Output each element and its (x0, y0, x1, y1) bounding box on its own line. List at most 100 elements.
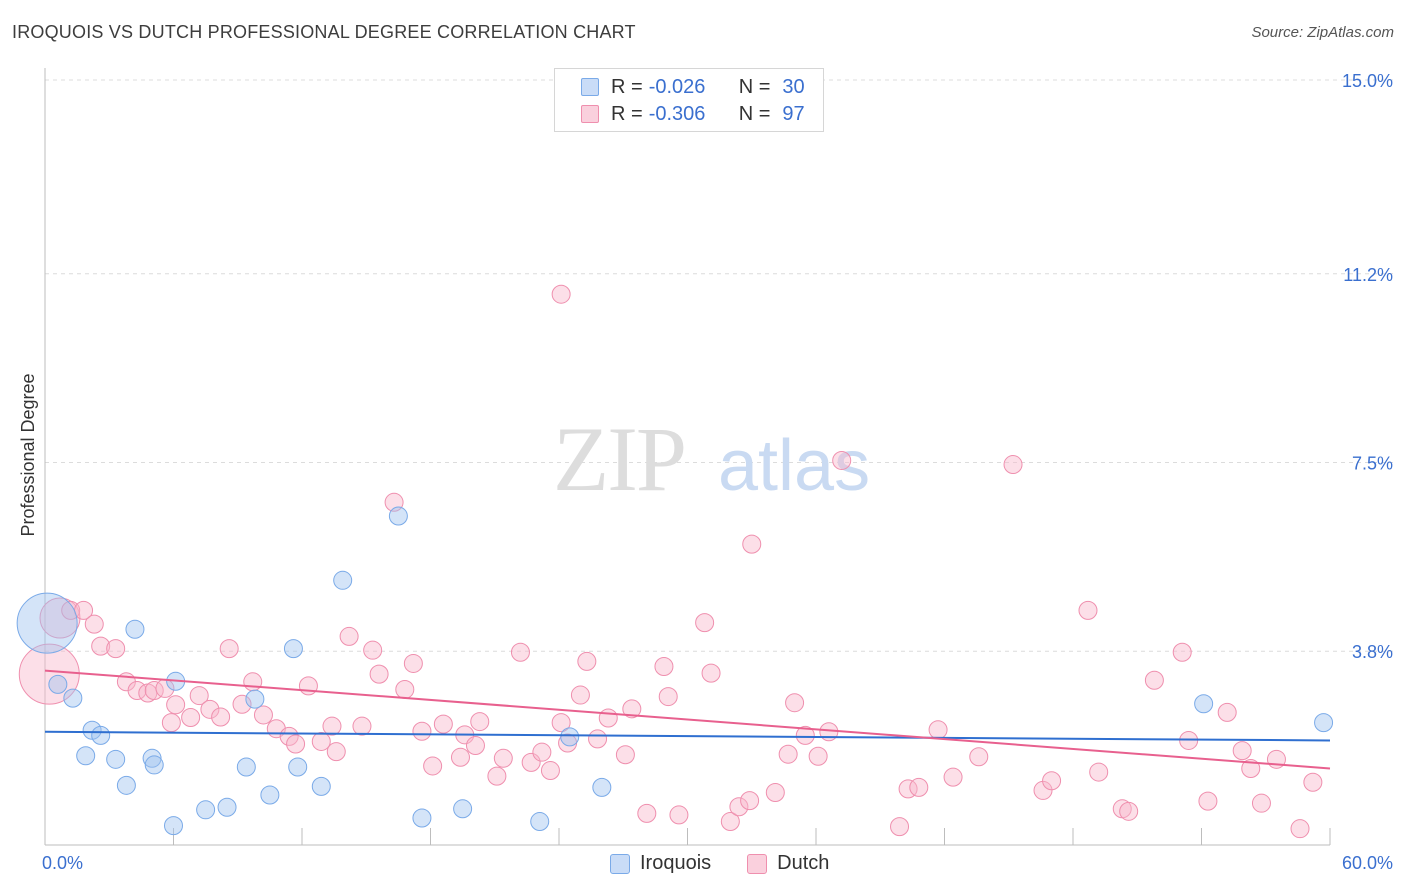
point-dutch[interactable] (1198, 791, 1218, 811)
point-dutch[interactable] (1144, 670, 1164, 690)
point-iroquois[interactable] (560, 727, 580, 747)
point-dutch[interactable] (181, 708, 201, 727)
point-dutch[interactable] (532, 742, 552, 762)
point-iroquois[interactable] (116, 775, 136, 795)
point-dutch[interactable] (1089, 762, 1109, 782)
point-dutch[interactable] (1172, 642, 1192, 662)
point-dutch[interactable] (928, 720, 948, 740)
point-iroquois[interactable] (288, 757, 308, 777)
point-iroquois[interactable] (144, 755, 164, 775)
point-dutch[interactable] (232, 694, 252, 714)
point-dutch[interactable] (106, 639, 126, 659)
point-iroquois[interactable] (196, 800, 216, 820)
point-iroquois[interactable] (76, 746, 96, 766)
point-dutch[interactable] (253, 705, 273, 725)
point-dutch[interactable] (785, 693, 805, 713)
point-dutch[interactable] (326, 742, 346, 762)
point-dutch[interactable] (890, 817, 910, 837)
point-dutch[interactable] (1119, 801, 1139, 821)
point-iroquois[interactable] (412, 808, 432, 828)
point-dutch[interactable] (1003, 455, 1023, 475)
point-dutch[interactable] (658, 687, 678, 707)
point-iroquois[interactable] (106, 749, 126, 769)
point-dutch[interactable] (493, 748, 513, 768)
point-dutch[interactable] (450, 747, 470, 767)
point-iroquois[interactable] (1194, 694, 1214, 714)
point-iroquois[interactable] (48, 674, 68, 694)
point-dutch[interactable] (200, 699, 220, 719)
point-dutch[interactable] (795, 725, 815, 745)
point-dutch[interactable] (729, 797, 749, 817)
point-dutch[interactable] (243, 672, 263, 692)
point-dutch[interactable] (1251, 793, 1271, 813)
point-dutch[interactable] (551, 713, 571, 733)
point-dutch[interactable] (395, 679, 415, 699)
point-dutch[interactable] (1241, 759, 1261, 778)
point-iroquois[interactable] (164, 816, 183, 836)
point-iroquois[interactable] (63, 688, 83, 708)
point-iroquois[interactable] (530, 812, 550, 832)
point-dutch[interactable] (615, 745, 635, 765)
point-dutch[interactable] (695, 613, 715, 633)
point-iroquois[interactable] (333, 570, 353, 590)
point-dutch[interactable] (91, 636, 111, 656)
point-dutch[interactable] (637, 803, 657, 823)
point-dutch[interactable] (669, 805, 689, 825)
point-dutch[interactable] (298, 676, 318, 696)
point-dutch[interactable] (969, 747, 989, 767)
point-dutch[interactable] (286, 734, 306, 754)
point-dutch[interactable] (1217, 702, 1237, 722)
point-iroquois[interactable] (453, 799, 473, 819)
point-iroquois[interactable] (217, 797, 237, 817)
point-dutch[interactable] (808, 746, 828, 766)
point-dutch[interactable] (1078, 600, 1098, 620)
point-iroquois[interactable] (283, 639, 303, 659)
point-dutch[interactable] (423, 756, 443, 776)
point-iroquois[interactable] (311, 776, 331, 796)
point-iroquois[interactable] (142, 748, 162, 768)
point-dutch[interactable] (588, 729, 608, 749)
point-dutch[interactable] (654, 657, 674, 676)
point-dutch[interactable] (339, 626, 359, 646)
point-dutch[interactable] (1290, 819, 1310, 839)
point-dutch[interactable] (322, 716, 342, 736)
point-dutch[interactable] (279, 726, 299, 746)
point-dutch[interactable] (570, 685, 590, 705)
point-dutch[interactable] (39, 597, 81, 639)
point-dutch[interactable] (433, 714, 453, 734)
point-dutch[interactable] (540, 761, 560, 781)
point-dutch[interactable] (943, 767, 963, 787)
point-iroquois[interactable] (125, 619, 145, 639)
legend-item-dutch[interactable]: Dutch (747, 852, 829, 875)
point-iroquois[interactable] (1314, 713, 1334, 733)
point-iroquois[interactable] (91, 725, 111, 745)
point-dutch[interactable] (778, 744, 798, 764)
point-dutch[interactable] (470, 712, 490, 732)
point-dutch[interactable] (510, 642, 530, 662)
point-iroquois[interactable] (16, 592, 78, 654)
point-dutch[interactable] (189, 686, 209, 706)
point-dutch[interactable] (521, 752, 541, 772)
point-dutch[interactable] (84, 614, 104, 634)
point-iroquois[interactable] (592, 777, 612, 797)
legend-item-iroquois[interactable]: Iroquois (610, 852, 711, 875)
point-dutch[interactable] (832, 450, 852, 470)
point-dutch[interactable] (311, 731, 331, 751)
point-iroquois[interactable] (388, 506, 408, 526)
point-dutch[interactable] (352, 716, 372, 736)
point-dutch[interactable] (598, 708, 618, 728)
point-dutch[interactable] (701, 663, 721, 683)
point-dutch[interactable] (765, 782, 785, 802)
point-dutch[interactable] (363, 640, 383, 660)
point-dutch[interactable] (1303, 772, 1323, 792)
point-dutch[interactable] (403, 653, 423, 673)
point-dutch[interactable] (487, 766, 507, 786)
point-dutch[interactable] (1042, 771, 1062, 791)
point-dutch[interactable] (161, 713, 181, 733)
point-dutch[interactable] (369, 664, 389, 684)
point-dutch[interactable] (622, 699, 642, 719)
point-iroquois[interactable] (260, 785, 280, 805)
point-dutch[interactable] (742, 534, 762, 554)
point-dutch[interactable] (1232, 741, 1252, 761)
point-dutch[interactable] (412, 721, 432, 741)
